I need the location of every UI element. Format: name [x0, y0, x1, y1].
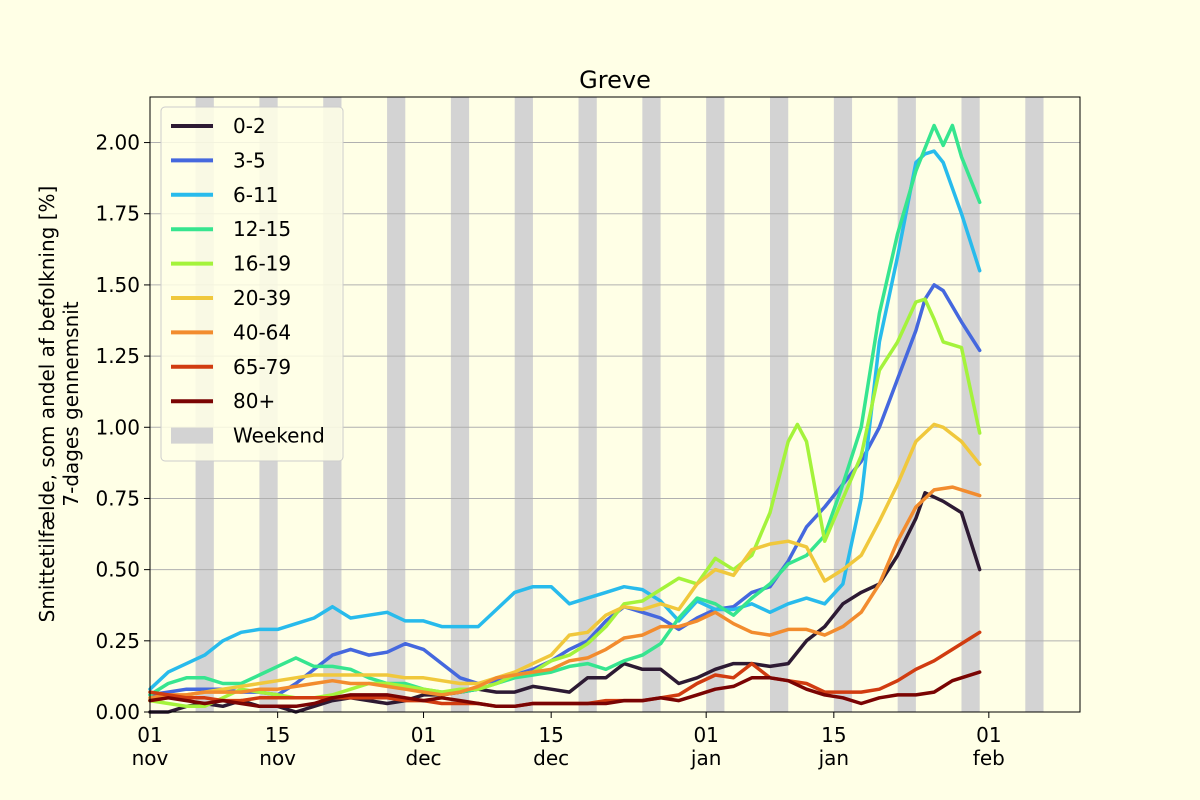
legend-label: 12-15 — [233, 217, 291, 241]
weekend-band — [578, 97, 597, 712]
legend-swatch-weekend — [171, 427, 213, 444]
y-tick-label: 0.75 — [95, 486, 140, 510]
x-tick-label: jan — [818, 746, 850, 770]
y-tick-label: 1.75 — [95, 202, 140, 226]
legend-label: 20-39 — [233, 286, 291, 310]
legend-label: 65-79 — [233, 355, 291, 379]
x-tick-label: 01 — [693, 723, 718, 747]
legend-label: 3-5 — [233, 148, 266, 172]
series-line-20-39 — [148, 422, 982, 703]
series-line-80+ — [148, 670, 982, 709]
chart-title: Greve — [579, 66, 651, 94]
x-tick-label: 01 — [411, 723, 436, 747]
series-lines — [148, 123, 982, 714]
series-line-12-15 — [148, 123, 982, 697]
legend-label: 40-64 — [233, 320, 291, 344]
weekend-band — [770, 97, 789, 712]
weekend-band — [706, 97, 725, 712]
legend: 0-2 3-5 6-11 12-15 16-19 20-39 40-64 65-79 80+ We… — [160, 106, 344, 462]
x-tick-label: 01 — [976, 723, 1001, 747]
legend-label: 80+ — [233, 389, 275, 413]
y-tick-label: 0.25 — [95, 629, 140, 653]
series-line-6-11 — [148, 149, 982, 691]
y-tick-label: 0.50 — [95, 558, 140, 582]
plot-frame — [149, 96, 1081, 713]
y-tick-label: 1.00 — [95, 415, 140, 439]
y-tick-label: 1.25 — [95, 344, 140, 368]
series-line-40-64 — [148, 485, 982, 700]
y-axis-label: Smittetilfælde, som andel af befolkning … — [35, 186, 59, 623]
weekend-band — [897, 97, 916, 712]
legend-label: 6-11 — [233, 183, 278, 207]
weekend-band — [387, 97, 406, 712]
y-axis-ticks: 0.00 0.25 0.50 0.75 1.00 1.25 1.50 1.75 2.00 — [95, 131, 150, 724]
legend-label: Weekend — [233, 424, 325, 448]
x-tick-label: dec — [406, 746, 442, 770]
x-tick-label: jan — [690, 746, 722, 770]
weekend-band — [961, 97, 980, 712]
weekend-band — [642, 97, 661, 712]
weekend-band — [450, 97, 470, 712]
x-tick-label: nov — [259, 746, 296, 770]
axes-frame — [149, 96, 1081, 713]
y-tick-label: 0.00 — [95, 700, 140, 724]
weekend-band — [1025, 97, 1044, 712]
y-tick-label: 2.00 — [95, 131, 140, 155]
series-line-0-2 — [148, 491, 982, 714]
y-tick-label: 1.50 — [95, 273, 140, 297]
x-tick-label: 15 — [538, 723, 563, 747]
x-tick-label: feb — [973, 746, 1005, 770]
legend-label: 0-2 — [233, 114, 266, 138]
x-tick-label: 15 — [265, 723, 290, 747]
weekend-band — [514, 97, 533, 712]
x-tick-label: nov — [132, 746, 169, 770]
y-axis-label-secondary: 7-dages gennemsnit — [59, 301, 83, 506]
x-tick-label: 15 — [821, 723, 846, 747]
x-tick-label: dec — [533, 746, 569, 770]
x-tick-label: 01 — [137, 723, 162, 747]
legend-label: 16-19 — [233, 252, 291, 276]
